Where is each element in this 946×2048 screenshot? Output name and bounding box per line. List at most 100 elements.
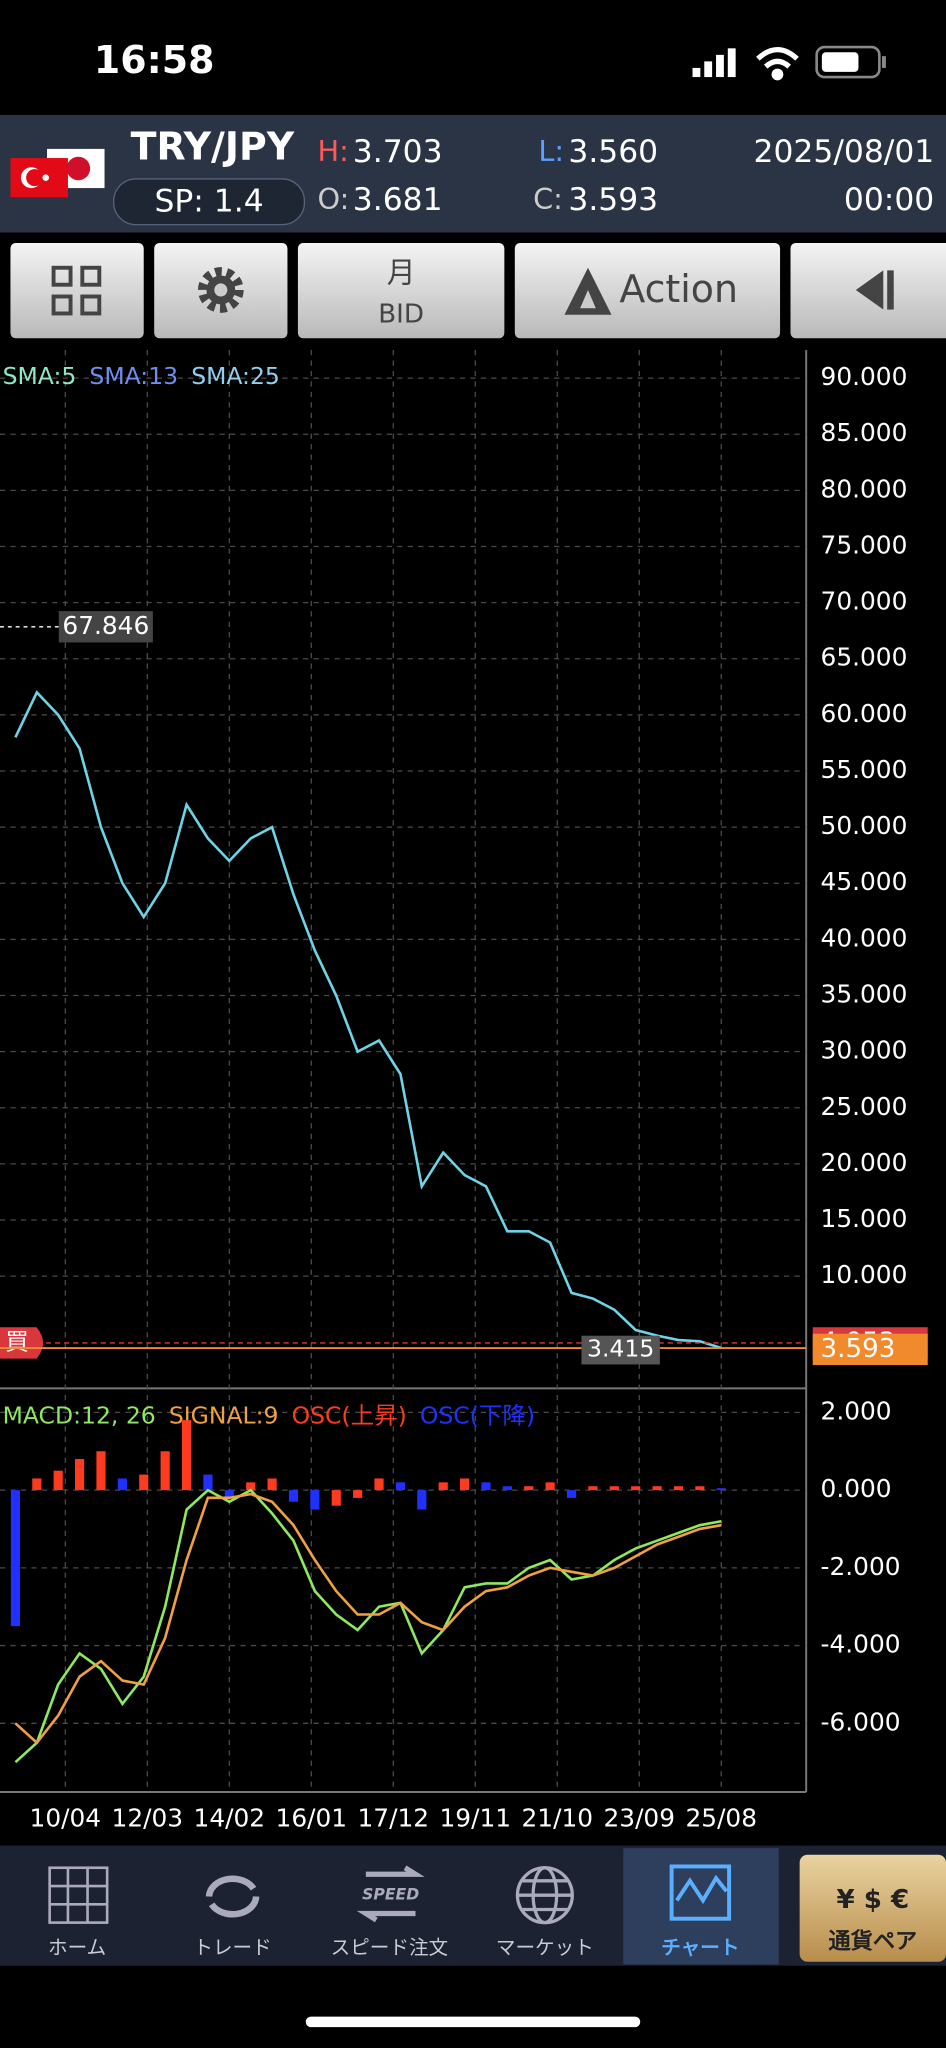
high-label: H: [318,134,349,168]
side: BID [378,299,424,329]
osc-bar [609,1486,619,1491]
osc-bar [438,1482,448,1491]
osc-bar [331,1490,341,1506]
legend-entry: OSC(上昇) [292,1402,407,1430]
pair: TRY/JPY [131,124,295,168]
osc-bar [32,1478,42,1491]
signal-icon [692,48,736,78]
x-tick-label: 14/02 [194,1803,266,1832]
market-icon [515,1866,574,1925]
x-tick-label: 10/04 [30,1803,102,1832]
nav-bar [0,1845,946,1966]
osc-bar [545,1482,555,1491]
y-tick-label: 10.000 [821,1260,908,1289]
collapse-button[interactable] [790,242,946,339]
svg-text:SPEED: SPEED [362,1885,419,1904]
bid-tag-label: 買 [5,1327,29,1355]
home-indicator [305,2016,641,2028]
last-price-label: 3.593 [821,1334,896,1364]
y-tick-label: 30.000 [821,1036,908,1065]
price-line [14,690,722,1350]
battery-icon [815,45,886,79]
bid-tag [0,1327,44,1359]
y-tick-label: -6.000 [821,1707,901,1736]
osc-bar [139,1474,149,1491]
svg-text:¥ $ €: ¥ $ € [836,1885,909,1915]
trade-icon [205,1875,260,1918]
osc-bar [160,1451,170,1491]
legend-entry: OSC(下降) [420,1402,535,1430]
nav-label[interactable]: マーケット [496,1936,594,1959]
y-tick-label: 20.000 [821,1148,908,1177]
nav-label[interactable]: チャート [661,1936,739,1959]
y-tick-label: 50.000 [821,811,908,840]
osc-bar [652,1486,662,1491]
x-tick-label: 16/01 [276,1803,348,1832]
y-tick-label: 70.000 [821,587,908,616]
osc-bar [96,1451,106,1491]
osc-bar [417,1490,427,1510]
osc-bar [481,1482,491,1491]
x-tick-label: 25/08 [685,1803,757,1832]
period-button[interactable]: 月 BID [297,242,505,339]
osc-bar [53,1470,63,1491]
y-tick-label: 60.000 [821,699,908,728]
y-tick-label: -2.000 [821,1552,901,1581]
x-tick-label: 21/10 [522,1803,594,1832]
y-tick-label: 65.000 [821,643,908,672]
low-label: L: [538,134,564,168]
high-marker-box [58,611,153,643]
osc-bar [374,1478,384,1491]
nav-label[interactable]: スピード注文 [331,1936,449,1959]
osc-bar [716,1488,726,1491]
osc-bar [673,1486,684,1491]
y-tick-label: 0.000 [821,1474,892,1503]
x-tick-label: 12/03 [112,1803,184,1832]
y-tick-label: 40.000 [821,923,908,952]
macd-line [14,1492,722,1745]
osc-bar [695,1486,705,1491]
osc-bar [502,1486,512,1491]
flag-turkey [10,158,68,198]
y-tick-label: 2.000 [821,1396,892,1425]
x-tick-label: 17/12 [358,1803,430,1832]
wifi-icon [756,47,799,81]
y-tick-label: 75.000 [821,530,908,559]
y-tick-label: 15.000 [821,1204,908,1233]
settings-button[interactable] [154,242,288,339]
low-marker-label: 3.415 [587,1335,654,1363]
osc-bar [267,1478,277,1491]
legend-entry: MACD:12, 26 [3,1402,156,1430]
chart-area [0,346,946,1846]
osc-bar [524,1486,534,1491]
date: 2025/08/01 [754,134,935,170]
currency-pair-tile[interactable]: ¥ $ € [799,1854,946,1962]
action-button[interactable]: Action [514,242,781,339]
osc-bar [288,1490,299,1502]
osc-bar [588,1486,598,1491]
clock: 16:58 [94,38,215,82]
high-value: 3.703 [353,134,443,170]
osc-bar [460,1478,470,1491]
legend-entry: SMA:5 [3,362,77,390]
legend-entry: SMA:25 [191,362,280,390]
status-bar [0,0,946,115]
time: 00:00 [844,182,934,218]
low-marker-box [581,1335,660,1365]
home-icon [48,1866,109,1924]
nav-label[interactable]: トレード [193,1936,271,1959]
open-value: 3.681 [353,182,443,218]
last-price-box [812,1333,928,1366]
chart: 10/04 12/03 14/02 16/01 17/12 19/11 21/10 23/09… [0,350,928,1832]
spread: SP: 1.4 [154,183,263,219]
y-tick-label: -4.000 [821,1630,901,1659]
x-tick-label: 19/11 [440,1803,512,1832]
osc-bar [203,1474,213,1491]
y-tick-label: 35.000 [821,980,908,1009]
nav-label[interactable]: 通貨ペア [828,1928,917,1955]
menu-button[interactable] [10,242,144,339]
y-tick-label: 85.000 [821,418,908,447]
nav-label[interactable]: ホーム [48,1936,106,1959]
legend-entry: SMA:13 [89,362,178,390]
speed-icon: SPEED [356,1865,425,1923]
